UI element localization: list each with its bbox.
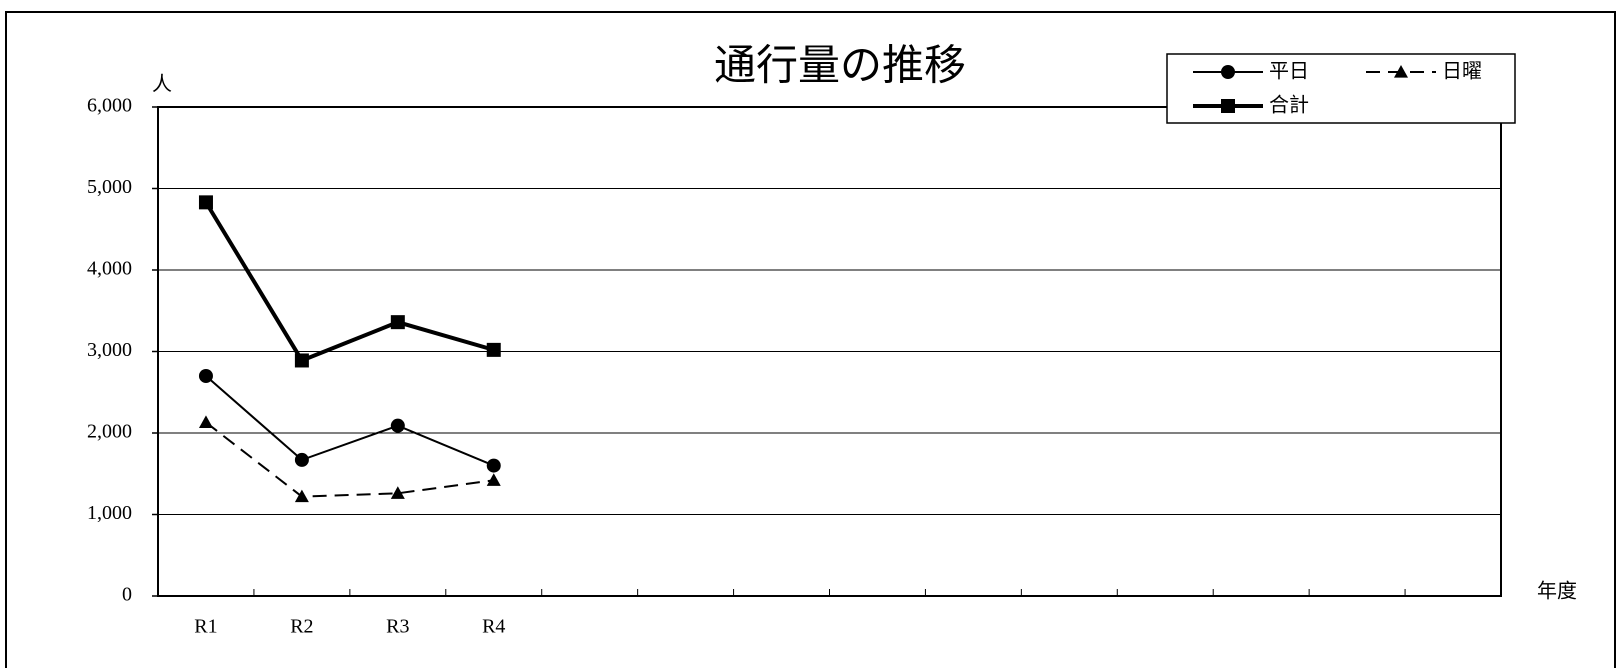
x-axis-label: 年度 xyxy=(1537,580,1577,603)
x-tick-label: R1 xyxy=(194,616,217,638)
y-tick-label: 6,000 xyxy=(87,95,132,117)
y-tick-label: 1,000 xyxy=(87,502,132,524)
y-axis-label: 人 xyxy=(152,73,172,96)
legend-label: 合計 xyxy=(1269,94,1309,117)
point xyxy=(390,486,405,499)
y-tick-label: 2,000 xyxy=(87,421,132,443)
legend-label: 日曜 xyxy=(1442,61,1482,83)
point xyxy=(198,415,213,429)
point xyxy=(294,489,309,503)
point xyxy=(486,473,501,486)
series-line xyxy=(205,375,495,467)
point xyxy=(390,418,405,433)
series-line xyxy=(205,421,494,498)
y-tick-label: 4,000 xyxy=(87,258,132,280)
point xyxy=(390,315,405,330)
point xyxy=(486,458,501,473)
point xyxy=(198,368,213,383)
point xyxy=(294,452,309,467)
series-line xyxy=(204,201,495,363)
point xyxy=(294,353,309,368)
x-tick-label: R3 xyxy=(386,616,409,638)
point xyxy=(198,195,213,210)
y-tick-label: 5,000 xyxy=(87,176,132,198)
legend-marker xyxy=(1221,65,1235,79)
x-tick-label: R2 xyxy=(290,616,313,638)
legend-marker xyxy=(1394,65,1408,78)
y-tick-label: 0 xyxy=(122,584,132,606)
point xyxy=(486,342,501,357)
x-tick-label: R4 xyxy=(482,616,505,638)
chart-title: 通行量の推移 xyxy=(714,44,966,90)
legend-label: 平日 xyxy=(1269,61,1309,83)
y-tick-label: 3,000 xyxy=(87,339,132,361)
legend-marker xyxy=(1221,99,1235,113)
